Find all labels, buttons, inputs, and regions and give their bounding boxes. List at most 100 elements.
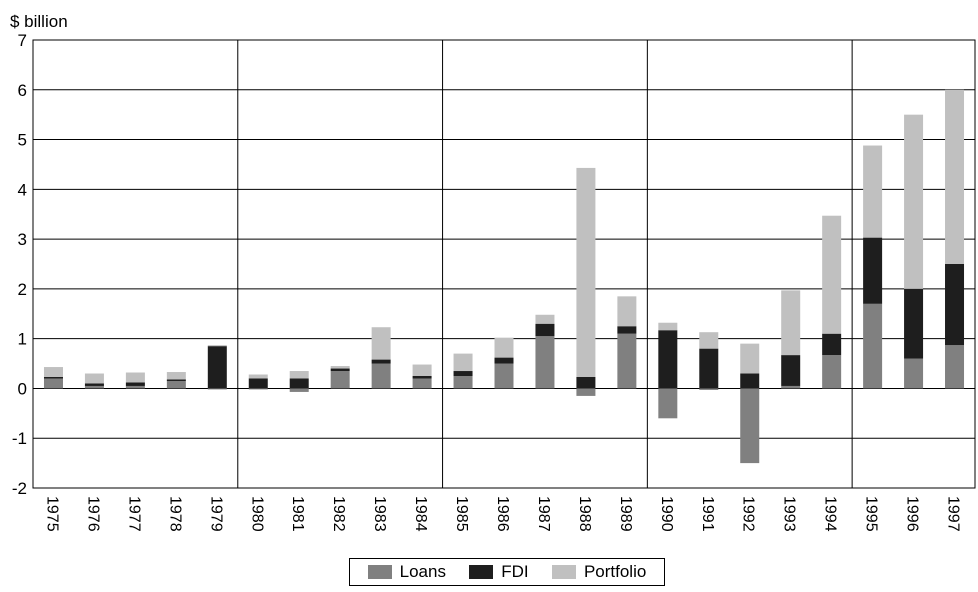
bar-fdi-1978 xyxy=(166,379,186,381)
bar-fdi-1991 xyxy=(699,348,719,389)
bar-portfolio-1988 xyxy=(576,167,596,377)
x-tick-label: 1981 xyxy=(289,496,306,532)
bar-loans-1982 xyxy=(330,371,350,389)
legend-swatch xyxy=(367,565,392,579)
bar-fdi-1996 xyxy=(904,288,924,359)
x-tick-label: 1988 xyxy=(576,496,593,532)
x-tick-label: 1975 xyxy=(43,496,60,532)
bar-loans-1994 xyxy=(822,355,842,389)
bar-fdi-1984 xyxy=(412,376,432,379)
bar-fdi-1983 xyxy=(371,359,391,364)
x-tick-label: 1978 xyxy=(166,496,183,532)
y-tick-label: 3 xyxy=(18,230,27,249)
x-tick-label: 1985 xyxy=(453,496,470,532)
bar-fdi-1994 xyxy=(822,333,842,356)
bar-portfolio-1979 xyxy=(207,345,227,347)
x-tick-label: 1982 xyxy=(330,496,347,532)
bar-loans-1996 xyxy=(904,358,924,389)
bar-loans-1979 xyxy=(207,388,227,390)
bar-portfolio-1985 xyxy=(453,353,473,372)
x-tick-label: 1989 xyxy=(617,496,634,532)
bar-portfolio-1976 xyxy=(84,373,104,384)
bar-portfolio-1984 xyxy=(412,364,432,376)
y-tick-label: 5 xyxy=(18,131,27,150)
x-tick-label: 1980 xyxy=(248,496,265,532)
bar-loans-1983 xyxy=(371,363,391,389)
y-tick-label: 0 xyxy=(18,379,27,398)
x-tick-label: 1994 xyxy=(822,496,839,532)
x-tick-label: 1991 xyxy=(699,496,716,532)
x-tick-label: 1992 xyxy=(740,496,757,532)
bar-portfolio-1993 xyxy=(781,290,801,356)
bar-portfolio-1982 xyxy=(330,366,350,369)
bar-fdi-1992 xyxy=(740,373,760,389)
bar-portfolio-1991 xyxy=(699,332,719,349)
x-tick-label: 1983 xyxy=(371,496,388,532)
bar-fdi-1977 xyxy=(125,382,145,386)
bar-portfolio-1996 xyxy=(904,114,924,289)
y-axis-unit-label: $ billion xyxy=(10,12,68,31)
bar-portfolio-1992 xyxy=(740,343,760,374)
bar-loans-1975 xyxy=(43,378,63,389)
bar-fdi-1993 xyxy=(781,355,801,386)
bar-loans-1978 xyxy=(166,380,186,389)
bar-fdi-1985 xyxy=(453,371,473,376)
y-tick-label: -1 xyxy=(12,429,27,448)
bar-portfolio-1980 xyxy=(248,374,268,379)
legend-item-portfolio: Portfolio xyxy=(551,562,647,582)
x-tick-label: 1995 xyxy=(863,496,880,532)
bar-fdi-1976 xyxy=(84,383,104,386)
legend-label: Loans xyxy=(399,562,446,581)
x-tick-label: 1986 xyxy=(494,496,511,532)
y-tick-label: -2 xyxy=(12,479,27,498)
y-tick-label: 7 xyxy=(18,31,27,50)
bar-portfolio-1987 xyxy=(535,314,555,324)
bar-fdi-1987 xyxy=(535,323,555,337)
legend: Loans FDI Portfolio xyxy=(349,558,665,586)
x-tick-label: 1997 xyxy=(945,496,962,532)
x-tick-label: 1996 xyxy=(904,496,921,532)
bar-loans-1988 xyxy=(576,388,596,396)
legend-swatch xyxy=(469,565,494,579)
bar-loans-1985 xyxy=(453,376,473,389)
x-tick-label: 1984 xyxy=(412,496,429,532)
x-tick-label: 1977 xyxy=(125,496,142,532)
y-tick-label: 6 xyxy=(18,81,27,100)
bar-portfolio-1990 xyxy=(658,322,678,331)
bar-loans-1995 xyxy=(863,303,883,389)
bar-loans-1989 xyxy=(617,333,637,389)
bar-fdi-1975 xyxy=(43,376,63,379)
bar-loans-1977 xyxy=(125,385,145,389)
x-tick-label: 1976 xyxy=(84,496,101,532)
legend-item-fdi: FDI xyxy=(469,562,529,582)
legend-swatch xyxy=(551,565,576,579)
bar-fdi-1990 xyxy=(658,330,678,389)
bar-loans-1993 xyxy=(781,385,801,389)
bar-fdi-1982 xyxy=(330,368,350,372)
bar-portfolio-1986 xyxy=(494,337,514,358)
y-tick-label: 4 xyxy=(18,180,27,199)
bar-portfolio-1978 xyxy=(166,372,186,380)
bar-fdi-1981 xyxy=(289,378,309,389)
bar-portfolio-1995 xyxy=(863,145,883,238)
bar-loans-1976 xyxy=(84,385,104,389)
x-tick-label: 1993 xyxy=(781,496,798,532)
bar-loans-1997 xyxy=(945,345,965,389)
bar-portfolio-1975 xyxy=(43,367,63,377)
bar-portfolio-1989 xyxy=(617,296,637,327)
bar-loans-1984 xyxy=(412,378,432,389)
bar-loans-1981 xyxy=(289,388,309,392)
y-tick-label: 1 xyxy=(18,330,27,349)
legend-label: Portfolio xyxy=(583,562,647,581)
bar-loans-1992 xyxy=(740,388,760,464)
bar-fdi-1995 xyxy=(863,237,883,304)
bar-portfolio-1997 xyxy=(945,89,965,265)
bar-loans-1986 xyxy=(494,363,514,389)
legend-item-loans: Loans xyxy=(367,562,446,582)
bar-fdi-1980 xyxy=(248,378,268,389)
plot-frame xyxy=(32,39,976,489)
bar-loans-1980 xyxy=(248,388,268,390)
x-tick-label: 1979 xyxy=(207,496,224,532)
